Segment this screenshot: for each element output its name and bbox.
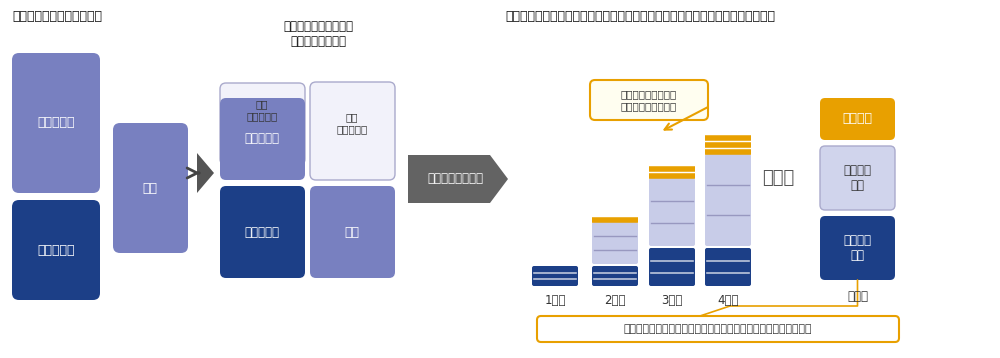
FancyBboxPatch shape	[113, 123, 188, 253]
Text: 基準内給与: 基準内給与	[37, 116, 75, 130]
Polygon shape	[197, 153, 214, 193]
FancyBboxPatch shape	[537, 316, 899, 342]
FancyBboxPatch shape	[310, 186, 395, 278]
FancyBboxPatch shape	[705, 248, 751, 286]
Text: 利息累計: 利息累計	[842, 112, 872, 126]
Text: 基準内給与: 基準内給与	[244, 132, 280, 145]
Text: 1年目: 1年目	[544, 294, 566, 306]
FancyBboxPatch shape	[220, 83, 305, 165]
Text: 2年目: 2年目	[604, 294, 626, 306]
Text: 選択額の
累計: 選択額の 累計	[844, 164, 872, 192]
Text: 給与
選択可能額: 給与 選択可能額	[246, 99, 278, 121]
Text: 賞与: 賞与	[344, 226, 360, 238]
Text: 現行の給与・賞与から
積立可能額を設定: 現行の給与・賞与から 積立可能額を設定	[283, 20, 353, 48]
FancyBboxPatch shape	[220, 186, 305, 278]
Text: 退職時: 退職時	[847, 290, 868, 303]
FancyBboxPatch shape	[649, 248, 695, 286]
FancyBboxPatch shape	[649, 178, 695, 246]
Text: 国債利回りに応じた
利息付与（年複利）: 国債利回りに応じた 利息付与（年複利）	[621, 89, 677, 111]
FancyBboxPatch shape	[820, 98, 895, 140]
Text: 賞与: 賞与	[143, 182, 158, 194]
Text: 将来の受取額＝会社積立累計額＋選択積立累計額＋利息の累計額: 将来の受取額＝会社積立累計額＋選択積立累計額＋利息の累計額	[624, 324, 812, 334]
Text: 基準外給与: 基準外給与	[244, 226, 280, 238]
FancyBboxPatch shape	[532, 266, 578, 286]
Text: 4年目: 4年目	[717, 294, 739, 306]
FancyBboxPatch shape	[592, 222, 638, 264]
FancyBboxPatch shape	[12, 200, 100, 300]
FancyBboxPatch shape	[310, 82, 395, 180]
Text: 企業年金受取選択: 企業年金受取選択	[427, 173, 483, 185]
FancyBboxPatch shape	[820, 216, 895, 280]
Text: 3年目: 3年目	[661, 294, 683, 306]
Polygon shape	[408, 155, 508, 203]
Text: ベネフィット・ワン企業年金基金へ積立（複数事業主型確定給付企業年金制度）: ベネフィット・ワン企業年金基金へ積立（複数事業主型確定給付企業年金制度）	[505, 10, 775, 23]
Text: 基準外給与: 基準外給与	[37, 243, 75, 256]
Text: 賞与
選択可能額: 賞与 選択可能額	[336, 112, 368, 134]
FancyBboxPatch shape	[590, 80, 708, 120]
FancyBboxPatch shape	[220, 98, 305, 180]
Text: 会社積立
累計: 会社積立 累計	[844, 234, 872, 262]
Text: ・・・: ・・・	[762, 169, 794, 187]
FancyBboxPatch shape	[12, 53, 100, 193]
Text: 賃金・給与規程を変更改定: 賃金・給与規程を変更改定	[12, 10, 102, 23]
FancyBboxPatch shape	[820, 146, 895, 210]
FancyBboxPatch shape	[705, 154, 751, 246]
FancyBboxPatch shape	[592, 266, 638, 286]
